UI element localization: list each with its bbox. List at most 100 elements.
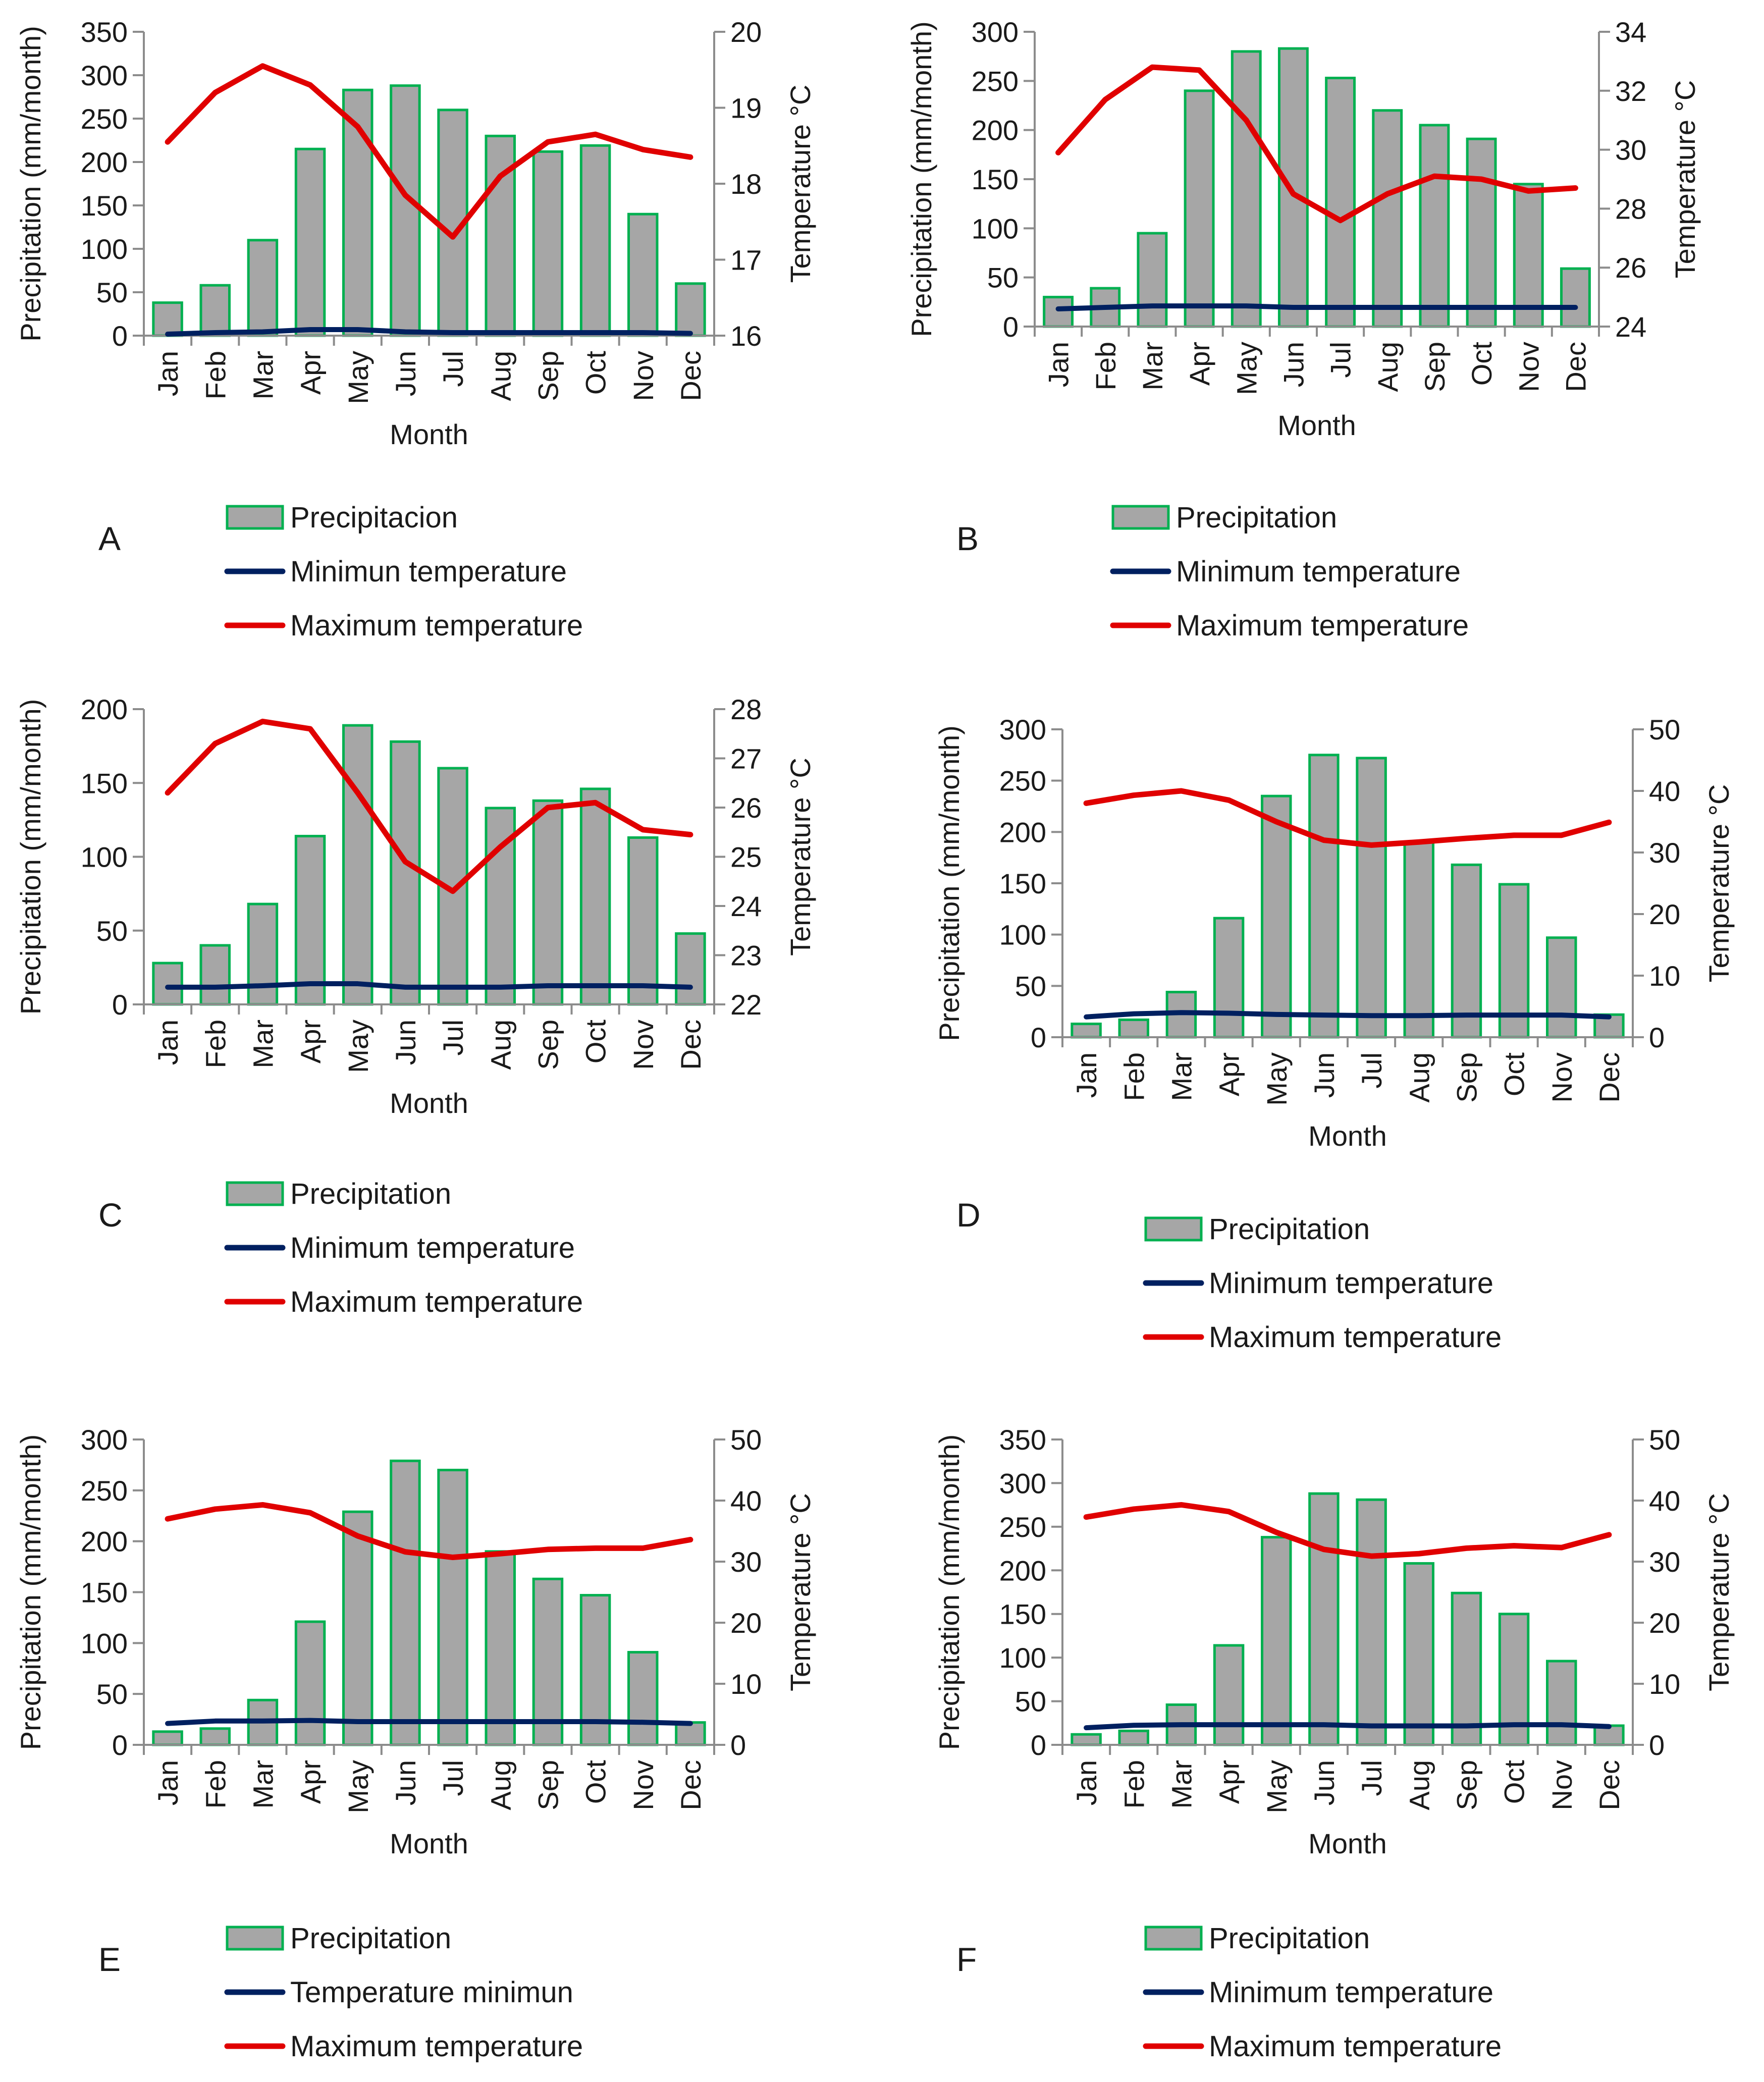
left-tick-label: 300 xyxy=(999,1467,1046,1499)
left-tick-label: 150 xyxy=(81,190,128,222)
right-tick-label: 40 xyxy=(1649,1485,1680,1517)
min-temperature-line xyxy=(1084,1722,1612,1731)
precipitation-bars xyxy=(1071,754,1625,1039)
left-tick-label: 150 xyxy=(81,1577,128,1609)
legend-label: Precipitation xyxy=(290,1922,451,1955)
left-tick-label: 200 xyxy=(81,693,128,725)
bar-jul xyxy=(1356,1498,1387,1746)
x-tick-label-sep: Sep xyxy=(1419,342,1451,392)
bar-sep xyxy=(532,799,564,1006)
legend-label: Maximum temperature xyxy=(1209,2030,1502,2063)
legend-label: Precipitation xyxy=(1176,501,1337,534)
x-tick-label-dec: Dec xyxy=(675,1020,707,1070)
x-tick-label-may: May xyxy=(342,351,374,404)
bar-oct xyxy=(579,144,611,337)
legend: Precipitation Minimum temperature Maximum … xyxy=(224,1178,583,1318)
bar-jan xyxy=(152,301,183,337)
x-tick-label-oct: Oct xyxy=(580,1760,612,1804)
right-tick-label: 34 xyxy=(1615,16,1646,48)
legend-label: Maximum temperature xyxy=(1209,1321,1502,1354)
x-tick-label-sep: Sep xyxy=(1451,1760,1482,1810)
x-tick-label-jul: Jul xyxy=(437,1020,469,1056)
right-tick-label: 50 xyxy=(1649,1424,1680,1456)
legend-label: Minimum temperature xyxy=(1176,555,1461,588)
right-tick-label: 28 xyxy=(730,693,762,725)
left-axis-title: Precipitation (mm/month) xyxy=(933,725,965,1041)
x-tick-label-jul: Jul xyxy=(437,351,469,387)
legend: Precipitation Temperature minimun Maximum … xyxy=(224,1922,583,2063)
left-tick-label: 100 xyxy=(999,919,1046,951)
legend-label: Precipitacion xyxy=(290,501,458,534)
bar-sep xyxy=(1419,124,1450,328)
precipitation-bars xyxy=(1043,47,1591,328)
left-tick-label: 50 xyxy=(96,1678,128,1710)
right-tick-label: 0 xyxy=(1649,1022,1665,1053)
right-axis-title: Temperature °C xyxy=(784,758,816,956)
x-tick-label-jan: Jan xyxy=(152,1020,184,1065)
bar-feb xyxy=(1118,1729,1149,1746)
bar-may xyxy=(342,1510,373,1746)
bar-apr xyxy=(294,835,326,1006)
bar-mar xyxy=(247,902,279,1006)
left-tick-label: 300 xyxy=(81,1424,128,1456)
panel-letter-c: C xyxy=(98,1196,123,1234)
left-tick-label: 100 xyxy=(81,233,128,265)
x-tick-label-aug: Aug xyxy=(485,351,516,401)
right-tick-label: 25 xyxy=(730,841,762,873)
bar-may xyxy=(1231,50,1262,328)
bar-feb xyxy=(199,284,231,337)
legend-label: Minimum temperature xyxy=(1209,1976,1493,2009)
right-tick-label: 0 xyxy=(730,1729,746,1761)
bar-jul xyxy=(1325,76,1356,328)
left-tick-label: 100 xyxy=(81,1627,128,1659)
right-tick-label: 27 xyxy=(730,743,762,775)
x-tick-label-jul: Jul xyxy=(1356,1760,1387,1796)
left-tick-label: 200 xyxy=(999,1555,1046,1586)
left-tick-label: 200 xyxy=(999,816,1046,848)
x-tick-label-apr: Apr xyxy=(295,1020,327,1063)
bar-may xyxy=(342,724,373,1006)
legend: Precipitation Minimum temperature Maximum … xyxy=(1110,501,1469,642)
precipitation-bars xyxy=(152,84,706,337)
legend-label: Temperature minimun xyxy=(290,1976,573,2009)
bar-dec xyxy=(675,282,706,337)
x-tick-label-aug: Aug xyxy=(485,1020,516,1070)
right-tick-label: 20 xyxy=(730,16,762,48)
left-axis-title: Precipitation (mm/month) xyxy=(933,1434,965,1750)
x-tick-label-may: May xyxy=(1231,342,1262,395)
left-tick-label: 50 xyxy=(96,915,128,947)
x-tick-label-jul: Jul xyxy=(1325,342,1357,378)
x-tick-label-jan: Jan xyxy=(1071,1760,1102,1805)
x-tick-label-oct: Oct xyxy=(1466,342,1498,386)
bar-mar xyxy=(1137,232,1168,328)
x-tick-label-oct: Oct xyxy=(1499,1760,1530,1804)
x-tick-label-mar: Mar xyxy=(247,351,279,399)
right-tick-label: 22 xyxy=(730,989,762,1021)
legend-label: Maximum temperature xyxy=(1176,609,1469,642)
bar-nov xyxy=(627,1650,659,1746)
bar-jun xyxy=(1308,754,1340,1039)
x-tick-label-apr: Apr xyxy=(1213,1760,1245,1804)
left-tick-label: 150 xyxy=(999,1598,1046,1630)
x-tick-label-jun: Jun xyxy=(390,1760,421,1805)
left-axis-title: Precipitation (mm/month) xyxy=(15,699,46,1015)
x-axis-title: Month xyxy=(390,1087,468,1119)
right-axis-title: Temperature °C xyxy=(784,1493,816,1691)
bar-aug xyxy=(1403,841,1434,1039)
x-tick-label-aug: Aug xyxy=(1403,1052,1435,1103)
x-tick-label-jan: Jan xyxy=(152,351,184,396)
left-axis-title: Precipitation (mm/month) xyxy=(15,26,46,342)
bar-feb xyxy=(1118,1018,1149,1039)
max-temperature-line xyxy=(165,63,693,240)
right-tick-label: 23 xyxy=(730,940,762,972)
x-axis-title: Month xyxy=(1308,1828,1387,1859)
bar-jul xyxy=(1356,757,1387,1039)
min-temperature-line xyxy=(165,1718,693,1726)
right-tick-label: 30 xyxy=(730,1546,762,1578)
max-temperature-line xyxy=(1083,1502,1612,1559)
right-tick-label: 30 xyxy=(1615,134,1646,166)
legend-label: Maximum temperature xyxy=(290,609,583,642)
min-temperature-line xyxy=(1055,303,1578,311)
bar-oct xyxy=(1466,137,1497,328)
right-tick-label: 24 xyxy=(1615,311,1646,343)
